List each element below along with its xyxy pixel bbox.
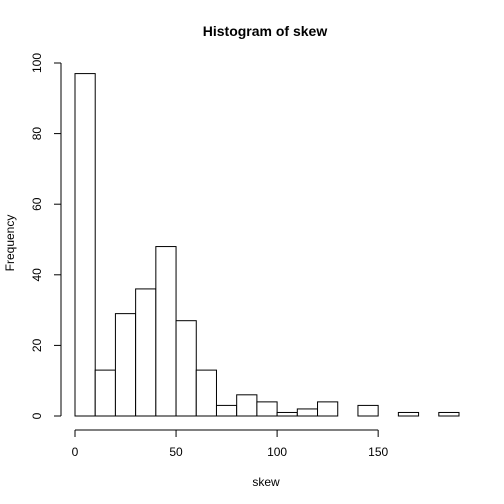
y-tick-label-3: 60 — [30, 197, 44, 211]
chart-title: Histogram of skew — [203, 23, 328, 39]
histogram-bar-16 — [397, 411, 420, 417]
histogram-bar-2 — [114, 313, 137, 417]
histogram-bar-4 — [155, 246, 177, 417]
histogram-bar-8 — [236, 394, 258, 417]
bars-group — [74, 73, 460, 417]
x-tick-label-0: 0 — [72, 445, 79, 459]
histogram-bar-1 — [94, 369, 116, 417]
histogram-bar-11 — [296, 408, 319, 417]
x-tick-label-1: 50 — [169, 445, 183, 459]
y-tick-label-1: 20 — [30, 338, 44, 352]
y-tick-label-0: 0 — [30, 412, 44, 419]
histogram-bar-10 — [276, 411, 298, 417]
histogram-bar-6 — [195, 369, 217, 417]
histogram-bar-9 — [256, 401, 278, 417]
histogram-bar-18 — [438, 411, 460, 417]
y-axis-label: Frequency — [3, 215, 17, 272]
x-tick-label-3: 150 — [368, 445, 388, 459]
histogram-bar-14 — [357, 404, 379, 417]
x-axis-label: skew — [252, 475, 280, 489]
histogram-bar-12 — [317, 401, 339, 417]
histogram-bar-0 — [74, 73, 96, 417]
y-axis: 0 20 40 60 80 100 — [30, 53, 62, 419]
y-tick-label-4: 80 — [30, 127, 44, 141]
histogram-bar-7 — [215, 404, 238, 417]
y-tick-label-2: 40 — [30, 268, 44, 282]
histogram-bar-5 — [175, 320, 197, 417]
x-tick-label-2: 100 — [267, 445, 287, 459]
histogram-bar-3 — [135, 288, 157, 417]
x-axis: 0 50 100 150 — [72, 429, 388, 459]
y-tick-label-5: 100 — [30, 53, 44, 73]
